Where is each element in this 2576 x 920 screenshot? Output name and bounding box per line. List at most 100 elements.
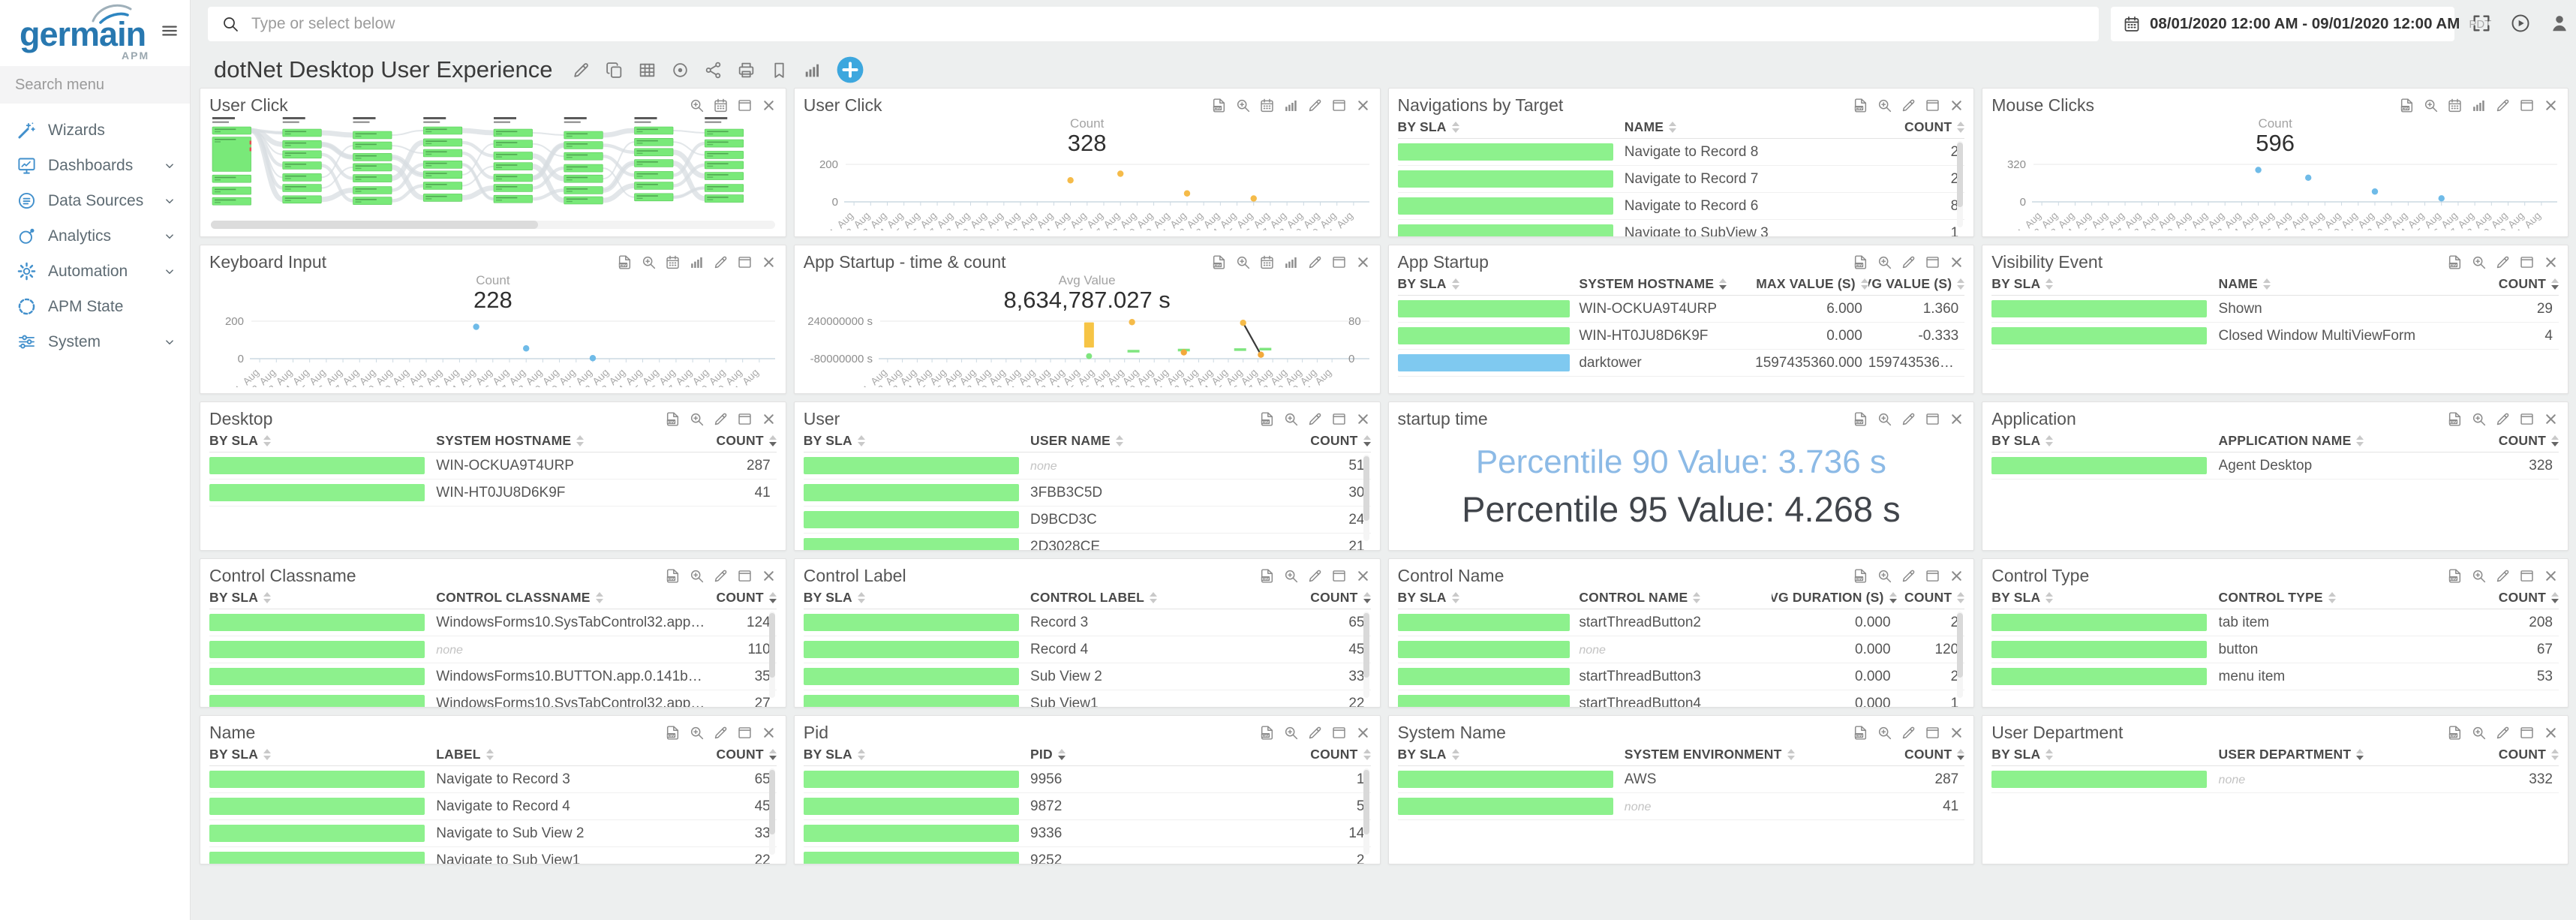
column-header-by-sla[interactable]: BY SLA bbox=[1991, 276, 2218, 292]
window-icon[interactable] bbox=[1331, 98, 1347, 113]
column-header-by-sla[interactable]: BY SLA bbox=[804, 433, 1030, 449]
column-header-system-hostname[interactable]: SYSTEM HOSTNAME bbox=[1579, 276, 1754, 292]
column-header-by-sla[interactable]: BY SLA bbox=[209, 433, 436, 449]
flow-node[interactable] bbox=[634, 159, 674, 167]
calendar-icon[interactable] bbox=[1259, 98, 1275, 113]
flow-node[interactable] bbox=[564, 141, 603, 149]
sidebar-item-data-sources[interactable]: Data Sources bbox=[0, 183, 190, 218]
zoom-in-icon[interactable] bbox=[1283, 568, 1299, 584]
flow-node[interactable] bbox=[353, 174, 392, 182]
column-header-count[interactable]: COUNT bbox=[708, 433, 777, 449]
sort-icon[interactable] bbox=[595, 591, 603, 603]
sort-icon[interactable] bbox=[1115, 434, 1123, 446]
table-row[interactable]: WindowsForms10.BUTTON.app.0.141b42a_r12_… bbox=[209, 663, 777, 690]
sort-icon[interactable] bbox=[1889, 591, 1897, 603]
flow-node[interactable] bbox=[564, 131, 603, 140]
close-icon[interactable] bbox=[1355, 254, 1371, 270]
date-range-picker[interactable]: 08/01/2020 12:00 AM - 09/01/2020 12:00 A… bbox=[2111, 7, 2491, 41]
flow-node[interactable] bbox=[353, 131, 392, 140]
table-row[interactable]: WindowsForms10.SysTabControl32.app.0.2bf… bbox=[209, 690, 777, 707]
csv-icon[interactable]: CSV bbox=[665, 568, 681, 584]
sort-icon[interactable] bbox=[1451, 278, 1459, 290]
column-header-by-sla[interactable]: BY SLA bbox=[1398, 119, 1625, 135]
csv-icon[interactable]: CSV bbox=[1259, 725, 1275, 741]
table-row[interactable]: Closed Window MultiViewForm 4 bbox=[1991, 323, 2559, 350]
flow-node[interactable] bbox=[212, 137, 251, 172]
sidebar-item-system[interactable]: System bbox=[0, 324, 190, 359]
table-row[interactable]: 9252 2 bbox=[803, 847, 1371, 864]
calendar-icon[interactable] bbox=[2447, 98, 2463, 113]
window-icon[interactable] bbox=[2519, 725, 2535, 741]
column-header-count[interactable]: COUNT bbox=[1303, 747, 1371, 762]
sort-icon[interactable] bbox=[1719, 278, 1727, 290]
data-point[interactable] bbox=[2372, 188, 2379, 195]
flow-node[interactable] bbox=[493, 128, 533, 137]
column-header-count[interactable]: COUNT bbox=[2490, 433, 2559, 449]
csv-icon[interactable]: CSV bbox=[1853, 98, 1868, 113]
pencil-icon[interactable] bbox=[1901, 254, 1916, 270]
window-icon[interactable] bbox=[737, 568, 753, 584]
flow-node[interactable] bbox=[634, 171, 674, 179]
print-icon[interactable] bbox=[737, 61, 756, 80]
calendar-icon[interactable] bbox=[1259, 254, 1275, 270]
flow-node[interactable] bbox=[493, 140, 533, 149]
table-row[interactable]: menu item 53 bbox=[1991, 663, 2559, 690]
data-point[interactable] bbox=[1117, 170, 1124, 177]
table-row[interactable]: WIN-HT0JU8D6K9F 0.000 -0.333 bbox=[1397, 323, 1965, 350]
flow-node[interactable] bbox=[422, 194, 463, 202]
sort-icon[interactable] bbox=[263, 434, 272, 446]
data-point[interactable] bbox=[1067, 176, 1074, 184]
flow-node[interactable] bbox=[493, 194, 533, 203]
flow-node[interactable] bbox=[282, 128, 322, 137]
csv-icon[interactable]: CSV bbox=[2447, 411, 2463, 427]
flow-node[interactable] bbox=[353, 186, 392, 194]
zoom-in-icon[interactable] bbox=[1283, 411, 1299, 427]
calendar-icon[interactable] bbox=[713, 98, 729, 113]
flow-node[interactable] bbox=[564, 164, 603, 173]
table-row[interactable]: tab item 208 bbox=[1991, 609, 2559, 636]
flow-node[interactable] bbox=[353, 153, 392, 161]
column-header-by-sla[interactable]: BY SLA bbox=[209, 590, 436, 606]
sort-icon[interactable] bbox=[768, 591, 777, 603]
flow-node[interactable] bbox=[212, 186, 251, 195]
pencil-icon[interactable] bbox=[1901, 411, 1916, 427]
data-point[interactable] bbox=[1250, 195, 1257, 202]
data-point[interactable] bbox=[1129, 318, 1135, 326]
table-row[interactable]: none 110 bbox=[209, 636, 777, 663]
pencil-icon[interactable] bbox=[2495, 98, 2511, 113]
column-header-by-sla[interactable]: BY SLA bbox=[1398, 747, 1625, 762]
flow-node[interactable] bbox=[282, 161, 322, 170]
close-icon[interactable] bbox=[1949, 254, 1964, 270]
sort-icon[interactable] bbox=[1957, 748, 1965, 760]
flow-node[interactable] bbox=[564, 186, 603, 194]
chart-bars-icon[interactable] bbox=[1283, 98, 1299, 113]
global-search-input[interactable] bbox=[250, 14, 2085, 34]
close-icon[interactable] bbox=[761, 254, 777, 270]
window-icon[interactable] bbox=[1925, 254, 1940, 270]
close-icon[interactable] bbox=[1949, 568, 1964, 584]
pencil-icon[interactable] bbox=[2495, 725, 2511, 741]
table-row[interactable]: D9BCD3C 24 bbox=[803, 507, 1371, 534]
column-header-count[interactable]: COUNT bbox=[2490, 747, 2559, 762]
flow-node[interactable] bbox=[493, 184, 533, 192]
window-icon[interactable] bbox=[1925, 725, 1940, 741]
close-icon[interactable] bbox=[1355, 725, 1371, 741]
flow-node[interactable] bbox=[353, 163, 392, 172]
table-row[interactable]: Record 3 65 bbox=[803, 609, 1371, 636]
pencil-icon[interactable] bbox=[1307, 725, 1323, 741]
data-point[interactable] bbox=[2255, 167, 2262, 173]
window-icon[interactable] bbox=[1331, 725, 1347, 741]
close-icon[interactable] bbox=[2543, 725, 2559, 741]
column-header-user-name[interactable]: USER NAME bbox=[1030, 433, 1303, 449]
window-icon[interactable] bbox=[1925, 98, 1940, 113]
table-row[interactable]: Navigate to Record 4 45 bbox=[209, 793, 777, 820]
zoom-in-icon[interactable] bbox=[2471, 411, 2487, 427]
table-row[interactable]: button 67 bbox=[1991, 636, 2559, 663]
chevron-down-icon[interactable] bbox=[163, 194, 176, 208]
close-icon[interactable] bbox=[761, 725, 777, 741]
pencil-icon[interactable] bbox=[1901, 568, 1916, 584]
window-icon[interactable] bbox=[2519, 254, 2535, 270]
bookmark-icon[interactable] bbox=[770, 61, 789, 80]
pencil-icon[interactable] bbox=[2495, 411, 2511, 427]
